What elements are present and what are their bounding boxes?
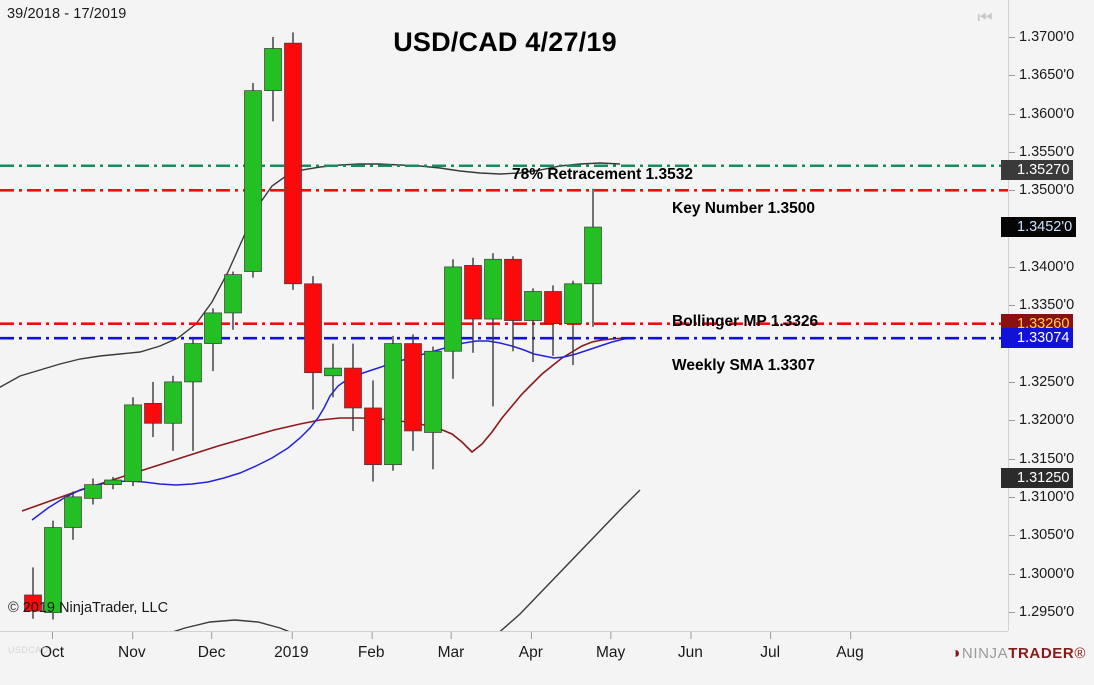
- brand-trademark: ®: [1074, 645, 1086, 662]
- time-axis[interactable]: Oct Nov Dec 2019 Feb Mar Apr May Jun Jul Aug: [0, 631, 1008, 685]
- price-axis-tick: 1.3150'0: [1008, 450, 1075, 467]
- price-axis-tick: 1.3200'0: [1008, 412, 1075, 429]
- price-marker-last[interactable]: 1.3452'0: [1001, 217, 1077, 238]
- candle-up: [384, 343, 402, 466]
- candle-down: [544, 291, 562, 324]
- time-axis-tick: Dec: [197, 632, 226, 661]
- candle-down: [464, 265, 482, 320]
- candle-up: [184, 343, 202, 383]
- chart-annotation: Key Number 1.3500: [672, 200, 816, 217]
- candle-up: [264, 48, 282, 91]
- price-axis-tick: 1.2950'0: [1008, 603, 1075, 620]
- chart-annotation: Bollinger MP 1.3326: [672, 313, 819, 330]
- bollinger-lower-band-right: [499, 489, 641, 631]
- candle-up: [104, 479, 122, 485]
- candle-up: [44, 527, 62, 613]
- time-axis-tick: 2019: [274, 632, 309, 661]
- period-range-label: 39/2018 - 17/2019: [7, 6, 127, 22]
- candle-down: [344, 367, 362, 409]
- price-axis-tick: 1.3050'0: [1008, 527, 1075, 544]
- candle-down: [504, 258, 522, 321]
- symbol-watermark: USDCAD: [8, 645, 49, 655]
- horizontal-reference-lines: [0, 164, 1008, 340]
- candle-up: [164, 381, 182, 424]
- candle-down: [364, 407, 382, 466]
- price-axis-tick: 1.3700'0: [1008, 28, 1075, 45]
- time-axis-tick: Mar: [437, 632, 465, 661]
- page-title: USD/CAD 4/27/19: [393, 27, 617, 57]
- candle-up: [64, 496, 82, 528]
- price-marker-arrow-icon: [1001, 313, 1011, 334]
- price-axis-tick: 1.3500'0: [1008, 182, 1075, 199]
- price-axis-tick: 1.3400'0: [1008, 258, 1075, 275]
- price-axis-tick: 1.3350'0: [1008, 297, 1075, 314]
- time-axis-tick: Jul: [760, 632, 781, 661]
- price-axis-tick: 1.3600'0: [1008, 105, 1075, 122]
- price-marker-label: 1.35270: [1017, 161, 1070, 178]
- price-axis-tick: 1.3100'0: [1008, 488, 1075, 505]
- price-marker-weekly-sma[interactable]: 1.33074: [1001, 327, 1074, 348]
- price-axis-tick: 1.3550'0: [1008, 143, 1075, 160]
- price-axis-tick: 1.3000'0: [1008, 565, 1075, 582]
- candle-up: [444, 266, 462, 352]
- time-axis-tick: Aug: [836, 632, 864, 661]
- time-axis-tick: Oct: [39, 632, 65, 661]
- ninjatrader-logo: ◑NINJATRADER®: [951, 645, 1086, 663]
- price-marker-label: 1.33260: [1017, 315, 1070, 332]
- time-axis-tick: Nov: [118, 632, 146, 661]
- candle-up: [224, 274, 242, 314]
- time-axis-tick: Feb: [357, 632, 385, 661]
- candle-up: [424, 350, 442, 433]
- brand-name-light: NINJA: [961, 645, 1009, 662]
- candle-series: [24, 32, 602, 620]
- price-axis-tick: 1.3250'0: [1008, 373, 1075, 390]
- candle-up: [204, 312, 222, 344]
- price-marker-reference[interactable]: 1.31250: [1001, 467, 1074, 488]
- time-axis-tick: Apr: [518, 632, 543, 661]
- slow-moving-average-line: [21, 337, 636, 512]
- price-marker-retracement[interactable]: 1.35270: [1001, 159, 1074, 180]
- price-marker-label: 1.33074: [1017, 329, 1070, 346]
- price-marker-arrow-icon: [1001, 217, 1011, 238]
- candle-up: [124, 404, 142, 482]
- candlestick-plot: [0, 32, 1008, 631]
- candle-up: [564, 283, 582, 324]
- time-axis-tick: Jun: [677, 632, 703, 661]
- chart-annotation: 78% Retracement 1.3532: [512, 166, 693, 183]
- candle-down: [404, 343, 422, 432]
- price-marker-arrow-icon: [1001, 327, 1011, 348]
- candle-down: [24, 594, 42, 612]
- candle-up: [244, 90, 262, 272]
- skip-to-start-icon[interactable]: ⏮: [977, 8, 993, 27]
- copyright-label: © 2019 NinjaTrader, LLC: [8, 600, 169, 616]
- bollinger-lower-band: [173, 619, 290, 631]
- candle-up: [484, 258, 502, 320]
- price-marker-label: 1.31250: [1017, 469, 1070, 486]
- price-marker-arrow-icon: [1001, 467, 1011, 488]
- candle-down: [304, 283, 322, 374]
- price-axis[interactable]: 1.3700'0 1.3650'0 1.3600'0 1.3550'0 1.3500'0…: [1001, 0, 1094, 631]
- chart-plot-area[interactable]: [0, 14, 1008, 631]
- candle-up: [584, 226, 602, 285]
- ninjatrader-mark-icon: ◑: [950, 645, 961, 662]
- time-axis-tick: May: [595, 632, 626, 661]
- price-marker-arrow-icon: [1001, 159, 1011, 180]
- candle-down: [284, 42, 302, 285]
- price-axis-tick: 1.3650'0: [1008, 67, 1075, 84]
- candle-up: [524, 291, 542, 321]
- candle-up: [84, 484, 102, 499]
- brand-name-bold: TRADER: [1008, 645, 1075, 662]
- price-marker-label: 1.3452'0: [1017, 219, 1073, 236]
- fast-moving-average-line: [31, 337, 637, 521]
- candle-up: [324, 367, 342, 377]
- chart-annotation: Weekly SMA 1.3307: [672, 357, 816, 374]
- candle-down: [144, 403, 162, 424]
